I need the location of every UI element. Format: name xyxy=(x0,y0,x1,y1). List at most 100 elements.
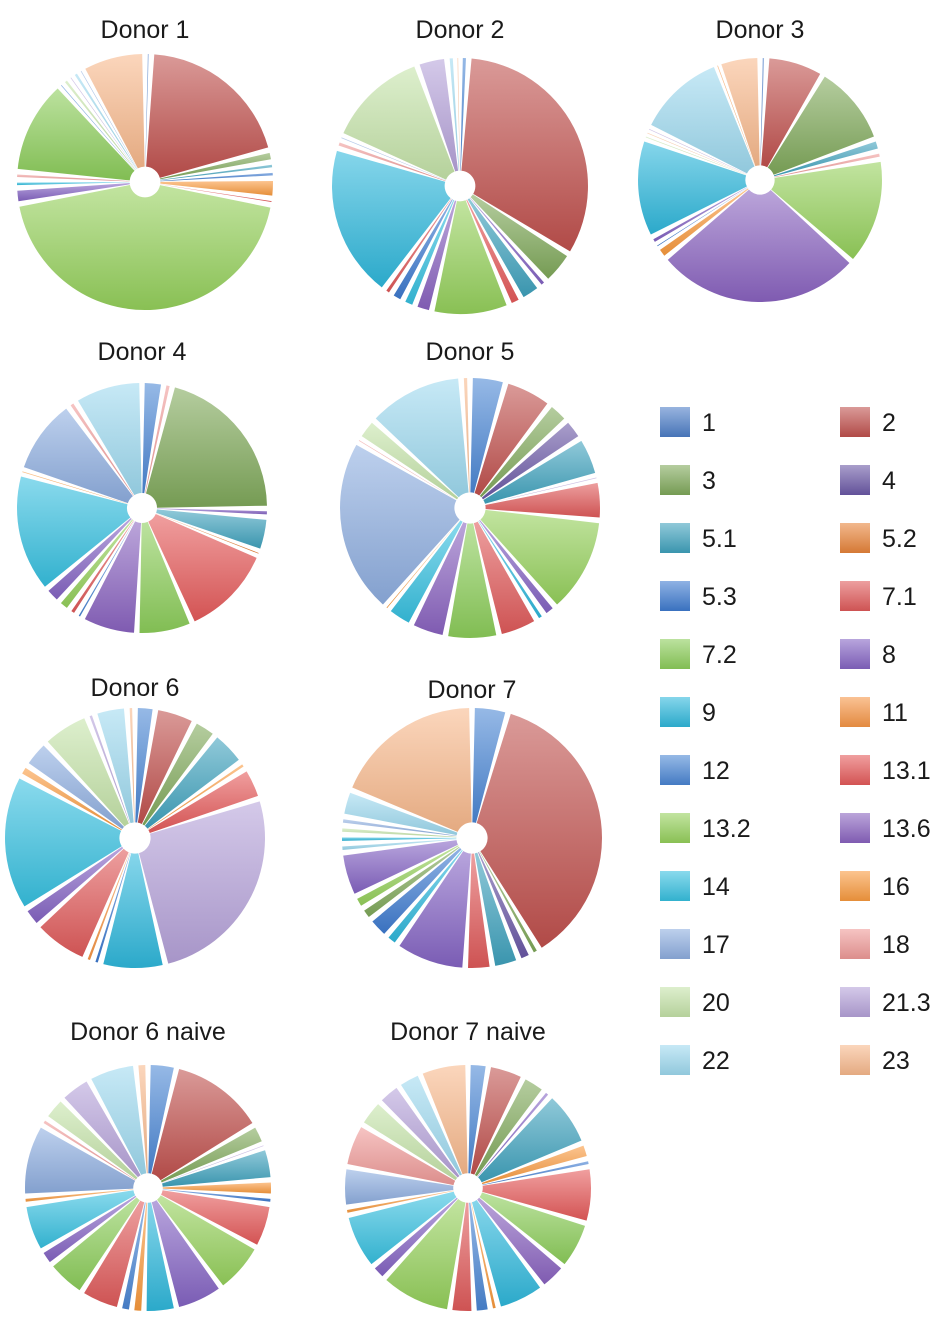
pie-slice-23 xyxy=(457,58,460,171)
pie-title: Donor 7 xyxy=(428,676,517,704)
pie-slice-23 xyxy=(647,132,747,175)
pie-slice-18 xyxy=(43,1120,136,1181)
pie-slice-22 xyxy=(74,73,137,170)
pie-slice-4 xyxy=(481,422,579,500)
pie-slice-22 xyxy=(651,67,755,174)
pie-slice-13-2 xyxy=(434,200,507,315)
pie-slice-5-1 xyxy=(773,141,878,177)
pie-slice-2 xyxy=(474,383,548,496)
pie-slice-8 xyxy=(469,197,545,285)
pie-slice-5-1 xyxy=(483,440,596,504)
legend-label: 22 xyxy=(702,1047,730,1075)
legend-label: 4 xyxy=(882,467,896,495)
pie-slice-16 xyxy=(134,1202,148,1311)
pie-slice-7-2 xyxy=(17,88,135,181)
legend-item-22: 22 xyxy=(660,1045,730,1075)
pie-slice-21-3 xyxy=(89,715,130,824)
pie-slice-12 xyxy=(78,520,135,617)
pie-slice-5-1 xyxy=(478,1098,582,1183)
pie-slice-8 xyxy=(17,183,130,202)
pie-chart-donor-2: Donor 2 xyxy=(332,16,588,315)
pie-chart-donor-5: Donor 5 xyxy=(340,338,601,638)
pie-chart-donor-7: Donor 7 xyxy=(341,676,603,969)
pie-slice-9 xyxy=(638,141,747,235)
pie-slice-9 xyxy=(146,1202,174,1311)
pie-slice-13-6 xyxy=(417,200,457,311)
pie-slice-22 xyxy=(77,383,142,496)
legend-item-8: 8 xyxy=(840,639,896,669)
pie-slice-1 xyxy=(145,54,149,167)
pie-slice-5-1 xyxy=(156,509,267,549)
pie-slice-18 xyxy=(17,174,130,182)
pie-slice-7-2 xyxy=(479,1192,586,1265)
pie-title: Donor 6 naive xyxy=(70,1018,226,1046)
pie-slice-2 xyxy=(461,58,588,252)
pie-slice-3 xyxy=(479,851,537,953)
pie-slice-13-1 xyxy=(160,184,272,203)
pie-slice-13-2 xyxy=(19,184,271,310)
legend-label: 16 xyxy=(882,873,910,901)
pie-slice-7-1 xyxy=(84,1200,145,1307)
pie-slice-17 xyxy=(80,70,138,169)
pie-slice-17 xyxy=(23,408,133,504)
legend-item-1: 1 xyxy=(660,407,716,437)
pie-chart-donor-7-naive: Donor 7 naive xyxy=(344,1018,591,1311)
pie-chart-donor-6-naive: Donor 6 naive xyxy=(24,1018,272,1311)
legend-item-20: 20 xyxy=(660,987,730,1017)
pie-slice-16 xyxy=(160,180,274,196)
pie-slice-20 xyxy=(363,1104,458,1181)
pie-slice-2 xyxy=(151,1069,253,1181)
pie-slice-5-1 xyxy=(474,852,517,966)
legend-label: 5.3 xyxy=(702,583,737,611)
pie-slice-17 xyxy=(28,745,125,830)
legend-label: 9 xyxy=(702,699,716,727)
pie-slice-13-2 xyxy=(157,1195,255,1286)
pie-slice-12 xyxy=(142,383,162,494)
legend-swatch xyxy=(660,523,690,553)
pie-slice-12 xyxy=(470,378,503,493)
pie-slice-3 xyxy=(145,387,267,508)
pie-slice-5-2 xyxy=(155,513,259,554)
legend-swatch xyxy=(840,465,870,495)
legend-item-12: 12 xyxy=(660,755,730,785)
pie-slice-21-3 xyxy=(138,801,266,964)
pie-slice-12 xyxy=(148,1065,174,1174)
pie-slice-16 xyxy=(471,1202,496,1309)
legend-item-14: 14 xyxy=(660,871,730,901)
pie-slice-3 xyxy=(159,152,271,180)
pie-slice-22 xyxy=(91,1065,147,1175)
pie-slice-7-1 xyxy=(485,482,601,518)
pie-slice-14 xyxy=(405,199,455,305)
pie-slice-5-3 xyxy=(95,852,131,963)
pie-slice-11 xyxy=(717,65,755,167)
legend-label: 12 xyxy=(702,757,730,785)
pie-slice-16 xyxy=(25,1189,134,1202)
legend-item-13-1: 13.1 xyxy=(840,755,931,785)
pie-slice-14 xyxy=(390,520,463,623)
pie-slice-16 xyxy=(22,471,128,504)
legend-label: 13.6 xyxy=(882,815,931,843)
legend-label: 3 xyxy=(702,467,716,495)
pie-slice-13-6 xyxy=(84,521,142,633)
pie-slice-21-3 xyxy=(648,128,747,174)
legend-item-17: 17 xyxy=(660,929,730,959)
pie-title: Donor 7 naive xyxy=(390,1018,546,1046)
pie-slice-18 xyxy=(774,153,880,178)
pie-slice-7-1 xyxy=(40,848,129,957)
pie-slice-2 xyxy=(470,1067,521,1175)
legend-swatch xyxy=(840,813,870,843)
pie-slice-13-1 xyxy=(466,199,519,304)
pie-slice-16 xyxy=(481,1145,587,1185)
pie-slice-5-3 xyxy=(160,172,273,182)
legend-item-7-1: 7.1 xyxy=(840,581,917,611)
legend-swatch xyxy=(660,987,690,1017)
pie-slice-5-1 xyxy=(467,198,538,298)
legend-label: 5.1 xyxy=(702,525,737,553)
legend-swatch xyxy=(660,871,690,901)
pie-slice-20 xyxy=(48,1101,138,1180)
legend-swatch xyxy=(660,465,690,495)
pie-slice-7-2 xyxy=(139,521,190,634)
pie-slice-22 xyxy=(97,708,134,824)
pie-slice-13-2 xyxy=(386,1199,466,1310)
